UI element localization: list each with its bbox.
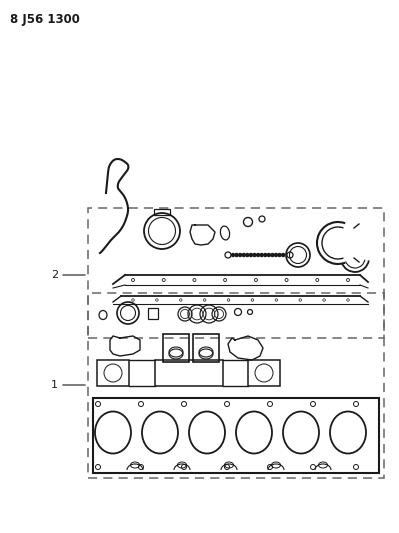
- Ellipse shape: [239, 254, 242, 256]
- Bar: [155, 360, 223, 386]
- Bar: [148, 308, 158, 319]
- Bar: [193, 334, 219, 362]
- Bar: [248, 360, 280, 386]
- Ellipse shape: [249, 254, 253, 256]
- Ellipse shape: [253, 254, 256, 256]
- Bar: [154, 209, 170, 215]
- Ellipse shape: [246, 254, 249, 256]
- Text: 2: 2: [51, 270, 58, 280]
- Ellipse shape: [260, 254, 263, 256]
- Ellipse shape: [264, 254, 267, 256]
- Ellipse shape: [231, 254, 235, 256]
- Ellipse shape: [257, 254, 260, 256]
- Ellipse shape: [242, 254, 245, 256]
- Text: 8 J56 1300: 8 J56 1300: [10, 13, 80, 26]
- Bar: [88, 208, 384, 338]
- Bar: [97, 360, 129, 386]
- Ellipse shape: [271, 254, 274, 256]
- Ellipse shape: [275, 254, 278, 256]
- Ellipse shape: [267, 254, 271, 256]
- Ellipse shape: [282, 254, 285, 256]
- Bar: [163, 334, 189, 362]
- Bar: [93, 398, 379, 473]
- Text: 1: 1: [51, 380, 58, 390]
- Bar: [88, 293, 384, 478]
- Ellipse shape: [235, 254, 238, 256]
- Ellipse shape: [278, 254, 281, 256]
